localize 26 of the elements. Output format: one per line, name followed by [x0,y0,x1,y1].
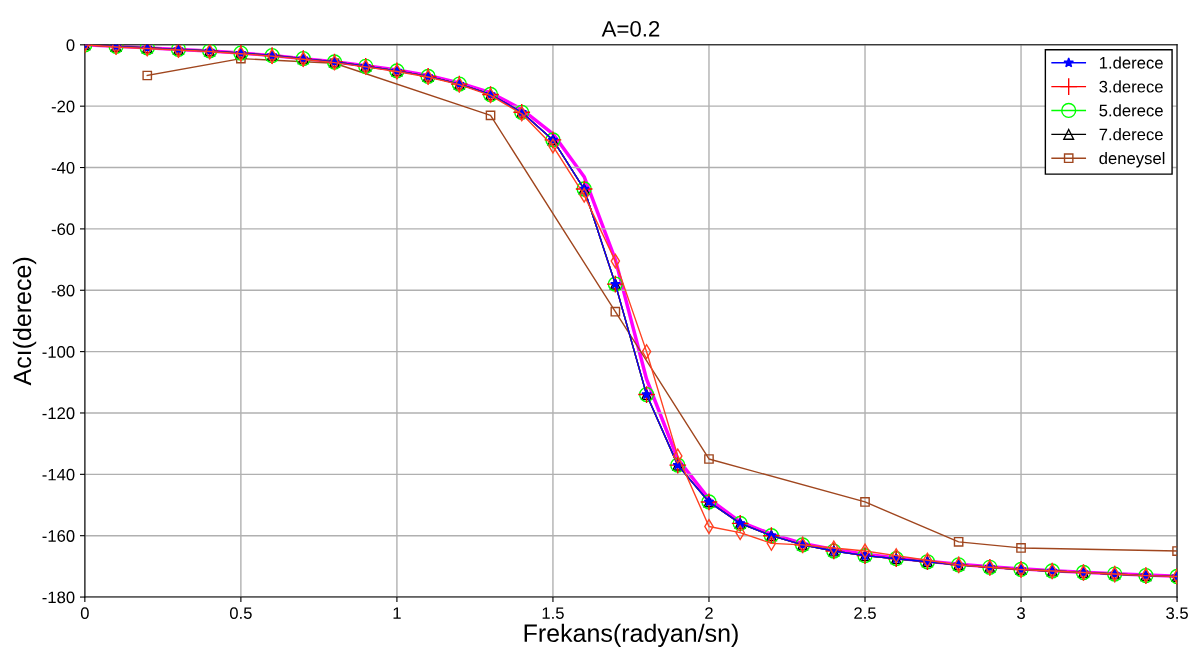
chart-title: A=0.2 [601,20,660,37]
y-tick-label: -40 [51,161,75,174]
x-tick-label: 2 [705,607,713,619]
legend-label: 3.derece [1099,80,1163,93]
y-tick-label: -20 [51,100,75,113]
y-tick-label: -60 [51,223,75,236]
x-tick-label: 3.5 [1166,607,1188,620]
y-tick-label: -140 [42,468,75,481]
x-tick-label: 0 [80,607,89,620]
x-tick-label: 1 [393,607,401,619]
legend-label: 5.derece [1099,104,1163,117]
y-tick-label: -180 [42,591,75,604]
legend-label: 7.derece [1099,128,1163,141]
y-tick-label: -100 [42,346,75,358]
y-tick-label: 0 [66,39,75,52]
y-tick-label: -160 [42,530,75,542]
legend-label: deneysel [1099,151,1165,168]
y-tick-label: -80 [51,284,75,297]
y-tick-label: -120 [42,407,75,420]
x-tick-label: 3 [1017,607,1025,620]
x-tick-label: 2.5 [854,607,876,620]
y-axis-title: Acı(derece) [12,257,37,386]
x-axis-title: Frekans(radyan/sn) [524,623,738,648]
x-tick-label: 1.5 [542,607,564,620]
legend-label: 1.derece [1099,56,1163,69]
x-tick-label: 0.5 [229,607,252,620]
